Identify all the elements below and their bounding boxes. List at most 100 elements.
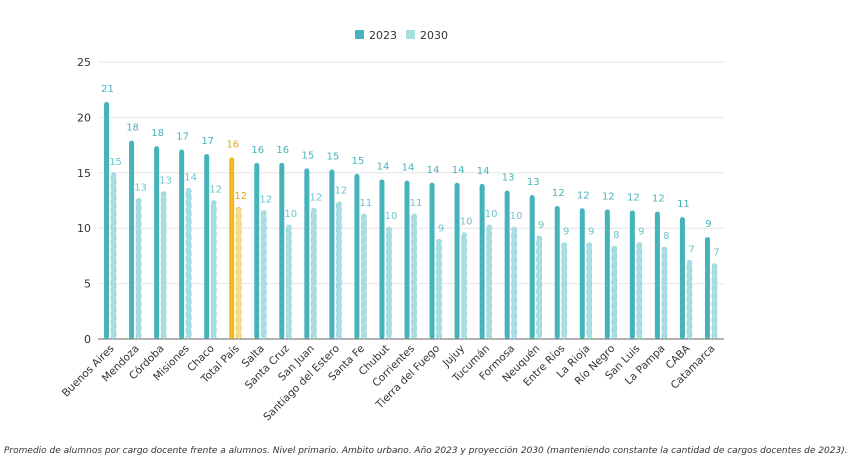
bar-2030[interactable] (686, 260, 693, 340)
bar-2023[interactable] (154, 146, 160, 339)
bar-2030[interactable] (661, 246, 668, 340)
legend-label-2023[interactable]: 2023 (369, 29, 397, 42)
bar-2030[interactable] (536, 235, 543, 340)
bar-2030[interactable] (386, 226, 392, 340)
data-label-2030: 11 (360, 198, 373, 209)
y-tick-label: 5 (84, 278, 91, 291)
data-label-2023: 12 (602, 191, 615, 202)
bar-2030[interactable] (461, 232, 467, 340)
bar-2030[interactable] (285, 224, 292, 340)
data-label-2030: 12 (309, 192, 322, 203)
bar-2023[interactable] (479, 183, 485, 339)
x-axis-category-labels: Buenos AiresMendozaCórdobaMisionesChacoT… (60, 342, 718, 423)
bar-2030[interactable] (636, 242, 643, 340)
bar-2023[interactable] (454, 182, 460, 339)
data-label-2023: 16 (276, 145, 289, 156)
bars (104, 101, 718, 340)
bar-2023[interactable] (604, 209, 610, 339)
bar-2023[interactable] (129, 140, 135, 339)
bar-2023[interactable] (704, 237, 710, 339)
bar-2030[interactable] (711, 263, 718, 340)
bar-2023[interactable] (629, 210, 635, 339)
bar-2023[interactable] (429, 182, 435, 339)
bar-2023[interactable] (354, 173, 360, 339)
bar-2030[interactable] (561, 242, 568, 340)
legend-swatch-2030[interactable] (406, 30, 415, 39)
data-label-2023: 14 (477, 166, 490, 177)
bar-2030[interactable] (311, 207, 317, 340)
data-label-2023: 13 (502, 173, 515, 184)
data-label-2030: 7 (713, 248, 719, 259)
bar-2023[interactable] (554, 206, 560, 339)
bar-2023[interactable] (179, 149, 185, 339)
bar-2023[interactable] (304, 168, 310, 339)
bar-2023[interactable] (379, 179, 385, 339)
y-axis: 0 5 10 15 20 25 (77, 56, 724, 346)
bar-2030[interactable] (486, 224, 492, 340)
data-label-2023: 12 (652, 194, 665, 205)
legend-swatch-2023[interactable] (355, 30, 364, 39)
bar-2030[interactable] (110, 172, 117, 340)
data-label-2030: 10 (485, 209, 498, 220)
bar-2030[interactable] (411, 213, 417, 340)
data-label-2023: 9 (705, 219, 711, 230)
y-tick-label: 15 (77, 167, 91, 180)
bar-2030[interactable] (436, 238, 442, 340)
data-label-2023: 14 (452, 165, 465, 176)
bar-2030[interactable] (511, 226, 517, 340)
bar-2023[interactable] (404, 180, 410, 339)
legend: 2023 2030 (355, 29, 448, 42)
data-labels: 21 15 18 13 18 13 17 14 17 12 16 12 16 12 16 10 15 12 15 12… (101, 84, 720, 259)
bar-2030[interactable] (135, 197, 142, 340)
bar-2023[interactable] (529, 194, 535, 339)
bar-2030[interactable] (586, 242, 593, 340)
bar-2023[interactable] (654, 211, 660, 339)
data-label-2023: 12 (577, 190, 590, 201)
data-label-2030: 12 (335, 186, 348, 197)
bar-chart: 0 5 10 15 20 25 21 15 18 13 18 13 17 14 17 12 16 12 16 12 1… (60, 29, 724, 423)
data-label-2023: 14 (427, 165, 440, 176)
bar-2030[interactable] (160, 191, 167, 340)
data-label-2023: 18 (126, 123, 139, 134)
data-label-2023: 16 (251, 145, 264, 156)
bar-2023[interactable] (104, 101, 110, 339)
data-label-2023: 18 (151, 128, 164, 139)
bar-2023[interactable] (504, 190, 510, 339)
y-tick-label: 10 (77, 222, 91, 235)
bar-2030[interactable] (210, 200, 217, 340)
data-label-2030: 13 (134, 182, 147, 193)
bar-2023[interactable] (254, 162, 260, 339)
bar-2023[interactable] (204, 153, 210, 339)
bar-2030[interactable] (185, 188, 192, 340)
bar-2030[interactable] (336, 201, 342, 340)
data-label-2030: 9 (638, 227, 644, 238)
bar-2023[interactable] (329, 169, 335, 339)
data-label-2023: 12 (627, 192, 640, 203)
data-label-2030: 11 (410, 198, 423, 209)
data-label-2023: 17 (201, 136, 214, 147)
data-label-2023: 15 (352, 156, 365, 167)
data-label-2030: 10 (460, 217, 473, 228)
bar-2023[interactable] (679, 217, 685, 339)
legend-label-2030[interactable]: 2030 (420, 29, 448, 42)
data-label-2030: 10 (385, 211, 398, 222)
gridlines (98, 61, 724, 285)
bar-2023[interactable] (279, 162, 285, 339)
data-label-2023: 21 (101, 84, 114, 95)
bar-2030[interactable] (361, 213, 367, 340)
bar-2030[interactable] (235, 206, 242, 340)
data-label-2030: 7 (688, 244, 694, 255)
bar-2030[interactable] (260, 210, 267, 340)
data-label-2023: 14 (377, 161, 390, 172)
bar-2023[interactable] (229, 157, 235, 339)
bar-2030[interactable] (611, 245, 618, 340)
y-tick-label: 25 (77, 56, 91, 69)
data-label-2030: 9 (438, 223, 444, 234)
data-label-2030: 14 (184, 172, 197, 183)
data-label-2030: 12 (259, 194, 272, 205)
data-label-2030: 8 (663, 231, 669, 242)
data-label-2030: 9 (538, 220, 544, 231)
data-label-2030: 8 (613, 230, 619, 241)
bar-2023[interactable] (579, 208, 585, 339)
data-label-2023: 11 (677, 199, 690, 210)
